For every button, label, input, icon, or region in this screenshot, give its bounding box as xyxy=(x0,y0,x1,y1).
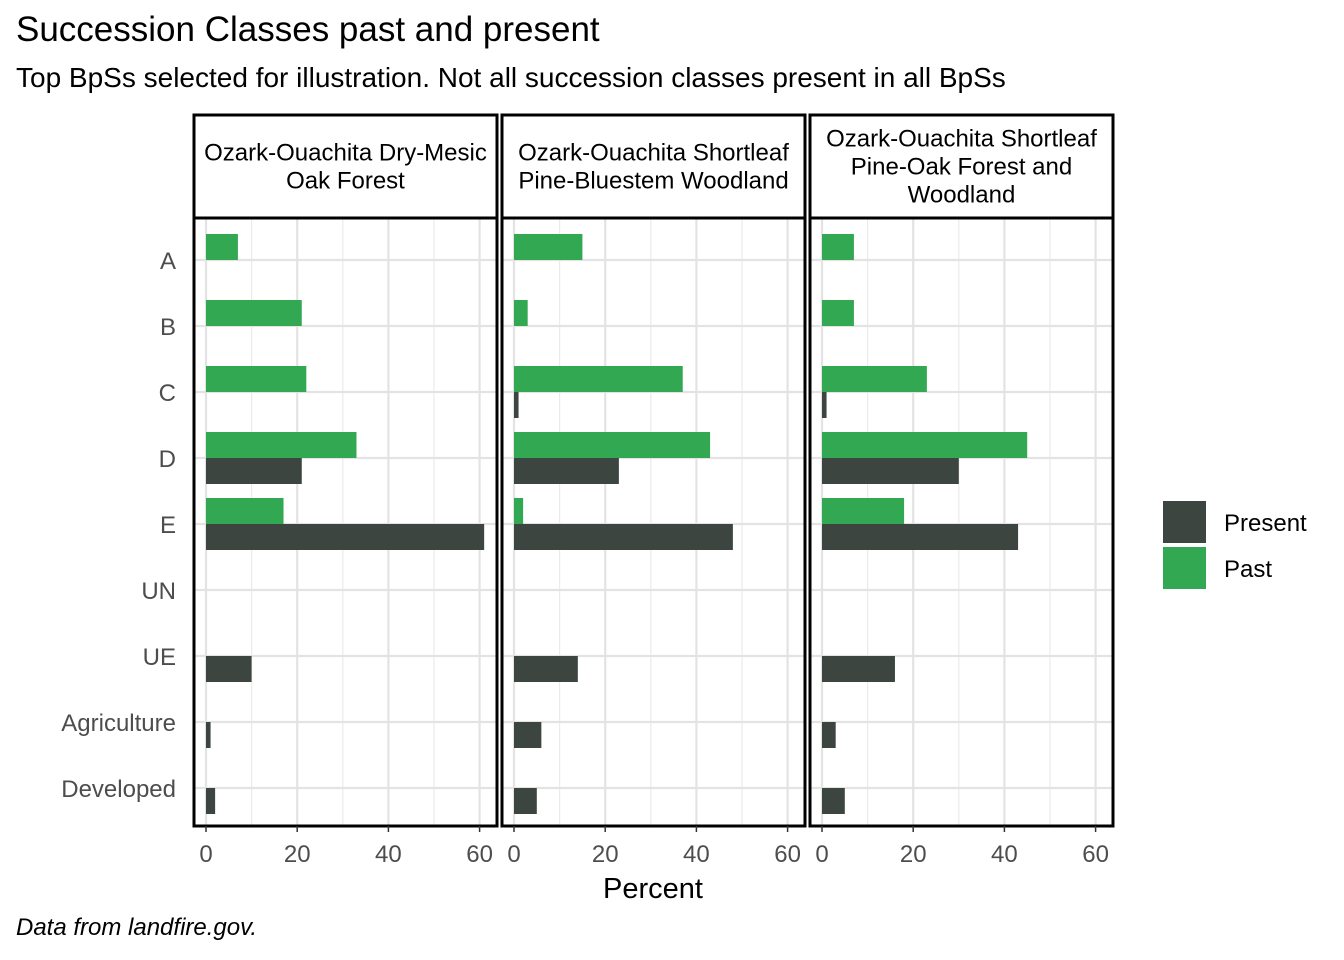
x-tick-label: 60 xyxy=(466,841,493,868)
bar-past xyxy=(206,498,284,524)
bar-past xyxy=(514,300,528,326)
y-category-label: C xyxy=(159,380,176,407)
bar-past xyxy=(206,234,238,260)
bar-present xyxy=(514,458,619,484)
facet-title: Pine-Bluestem Woodland xyxy=(518,168,788,195)
facet-title: Pine-Oak Forest and xyxy=(851,154,1072,181)
bar-present xyxy=(822,524,1019,550)
facet-strip xyxy=(192,113,499,220)
bar-past xyxy=(514,432,711,458)
x-tick-label: 40 xyxy=(683,841,710,868)
facet-title: Ozark-Ouachita Dry-Mesic xyxy=(204,140,487,167)
bar-present xyxy=(206,524,485,550)
facet-title: Ozark-Ouachita Shortleaf xyxy=(518,140,789,167)
x-tick-label: 40 xyxy=(991,841,1018,868)
x-tick-label: 40 xyxy=(375,841,402,868)
bar-present xyxy=(514,788,537,814)
y-category-label: B xyxy=(160,314,176,341)
bar-past xyxy=(206,366,307,392)
bar-present xyxy=(514,722,542,748)
bar-present xyxy=(822,458,959,484)
bar-present xyxy=(206,656,252,682)
x-tick-label: 20 xyxy=(284,841,311,868)
panel-background xyxy=(502,218,805,826)
y-category-label: A xyxy=(160,248,176,275)
bar-past xyxy=(514,366,683,392)
bar-present xyxy=(514,392,519,418)
facet-strip xyxy=(808,113,1115,220)
y-category-label: Agriculture xyxy=(61,710,176,737)
bar-past xyxy=(822,432,1028,458)
bar-present xyxy=(206,458,302,484)
bar-past xyxy=(206,300,302,326)
y-category-label: Developed xyxy=(61,776,176,803)
y-category-label: D xyxy=(159,446,176,473)
bar-past xyxy=(822,498,905,524)
bar-present xyxy=(206,788,216,814)
chart-caption: Data from landfire.gov. xyxy=(16,914,257,941)
bar-present xyxy=(822,722,836,748)
y-category-label: UN xyxy=(141,578,176,605)
x-tick-label: 0 xyxy=(199,841,212,868)
facet-title: Ozark-Ouachita Shortleaf xyxy=(826,126,1097,153)
bar-present xyxy=(822,656,895,682)
x-tick-label: 60 xyxy=(1082,841,1109,868)
facet-title: Woodland xyxy=(908,182,1016,209)
bar-past xyxy=(822,366,927,392)
x-tick-label: 0 xyxy=(815,841,828,868)
bar-present xyxy=(514,524,733,550)
x-tick-label: 60 xyxy=(774,841,801,868)
bar-past xyxy=(206,432,357,458)
x-axis-title: Percent xyxy=(603,873,703,905)
bar-past xyxy=(822,300,854,326)
bar-present xyxy=(514,656,578,682)
legend-swatch-past xyxy=(1163,547,1206,589)
y-category-label: E xyxy=(160,512,176,539)
chart-subtitle: Top BpSs selected for illustration. Not … xyxy=(16,62,1006,93)
bar-past xyxy=(514,498,524,524)
x-tick-label: 20 xyxy=(900,841,927,868)
bar-past xyxy=(822,234,854,260)
bar-past xyxy=(514,234,583,260)
bar-present xyxy=(822,788,845,814)
x-tick-label: 20 xyxy=(592,841,619,868)
legend-label: Past xyxy=(1224,556,1272,583)
facet-strip xyxy=(500,113,807,220)
x-tick-label: 0 xyxy=(507,841,520,868)
legend-swatch-present xyxy=(1163,501,1206,543)
facet-title: Oak Forest xyxy=(286,168,405,195)
bar-present xyxy=(206,722,211,748)
legend-label: Present xyxy=(1224,510,1307,537)
y-category-label: UE xyxy=(143,644,176,671)
chart-title: Succession Classes past and present xyxy=(16,10,600,49)
bar-present xyxy=(822,392,827,418)
